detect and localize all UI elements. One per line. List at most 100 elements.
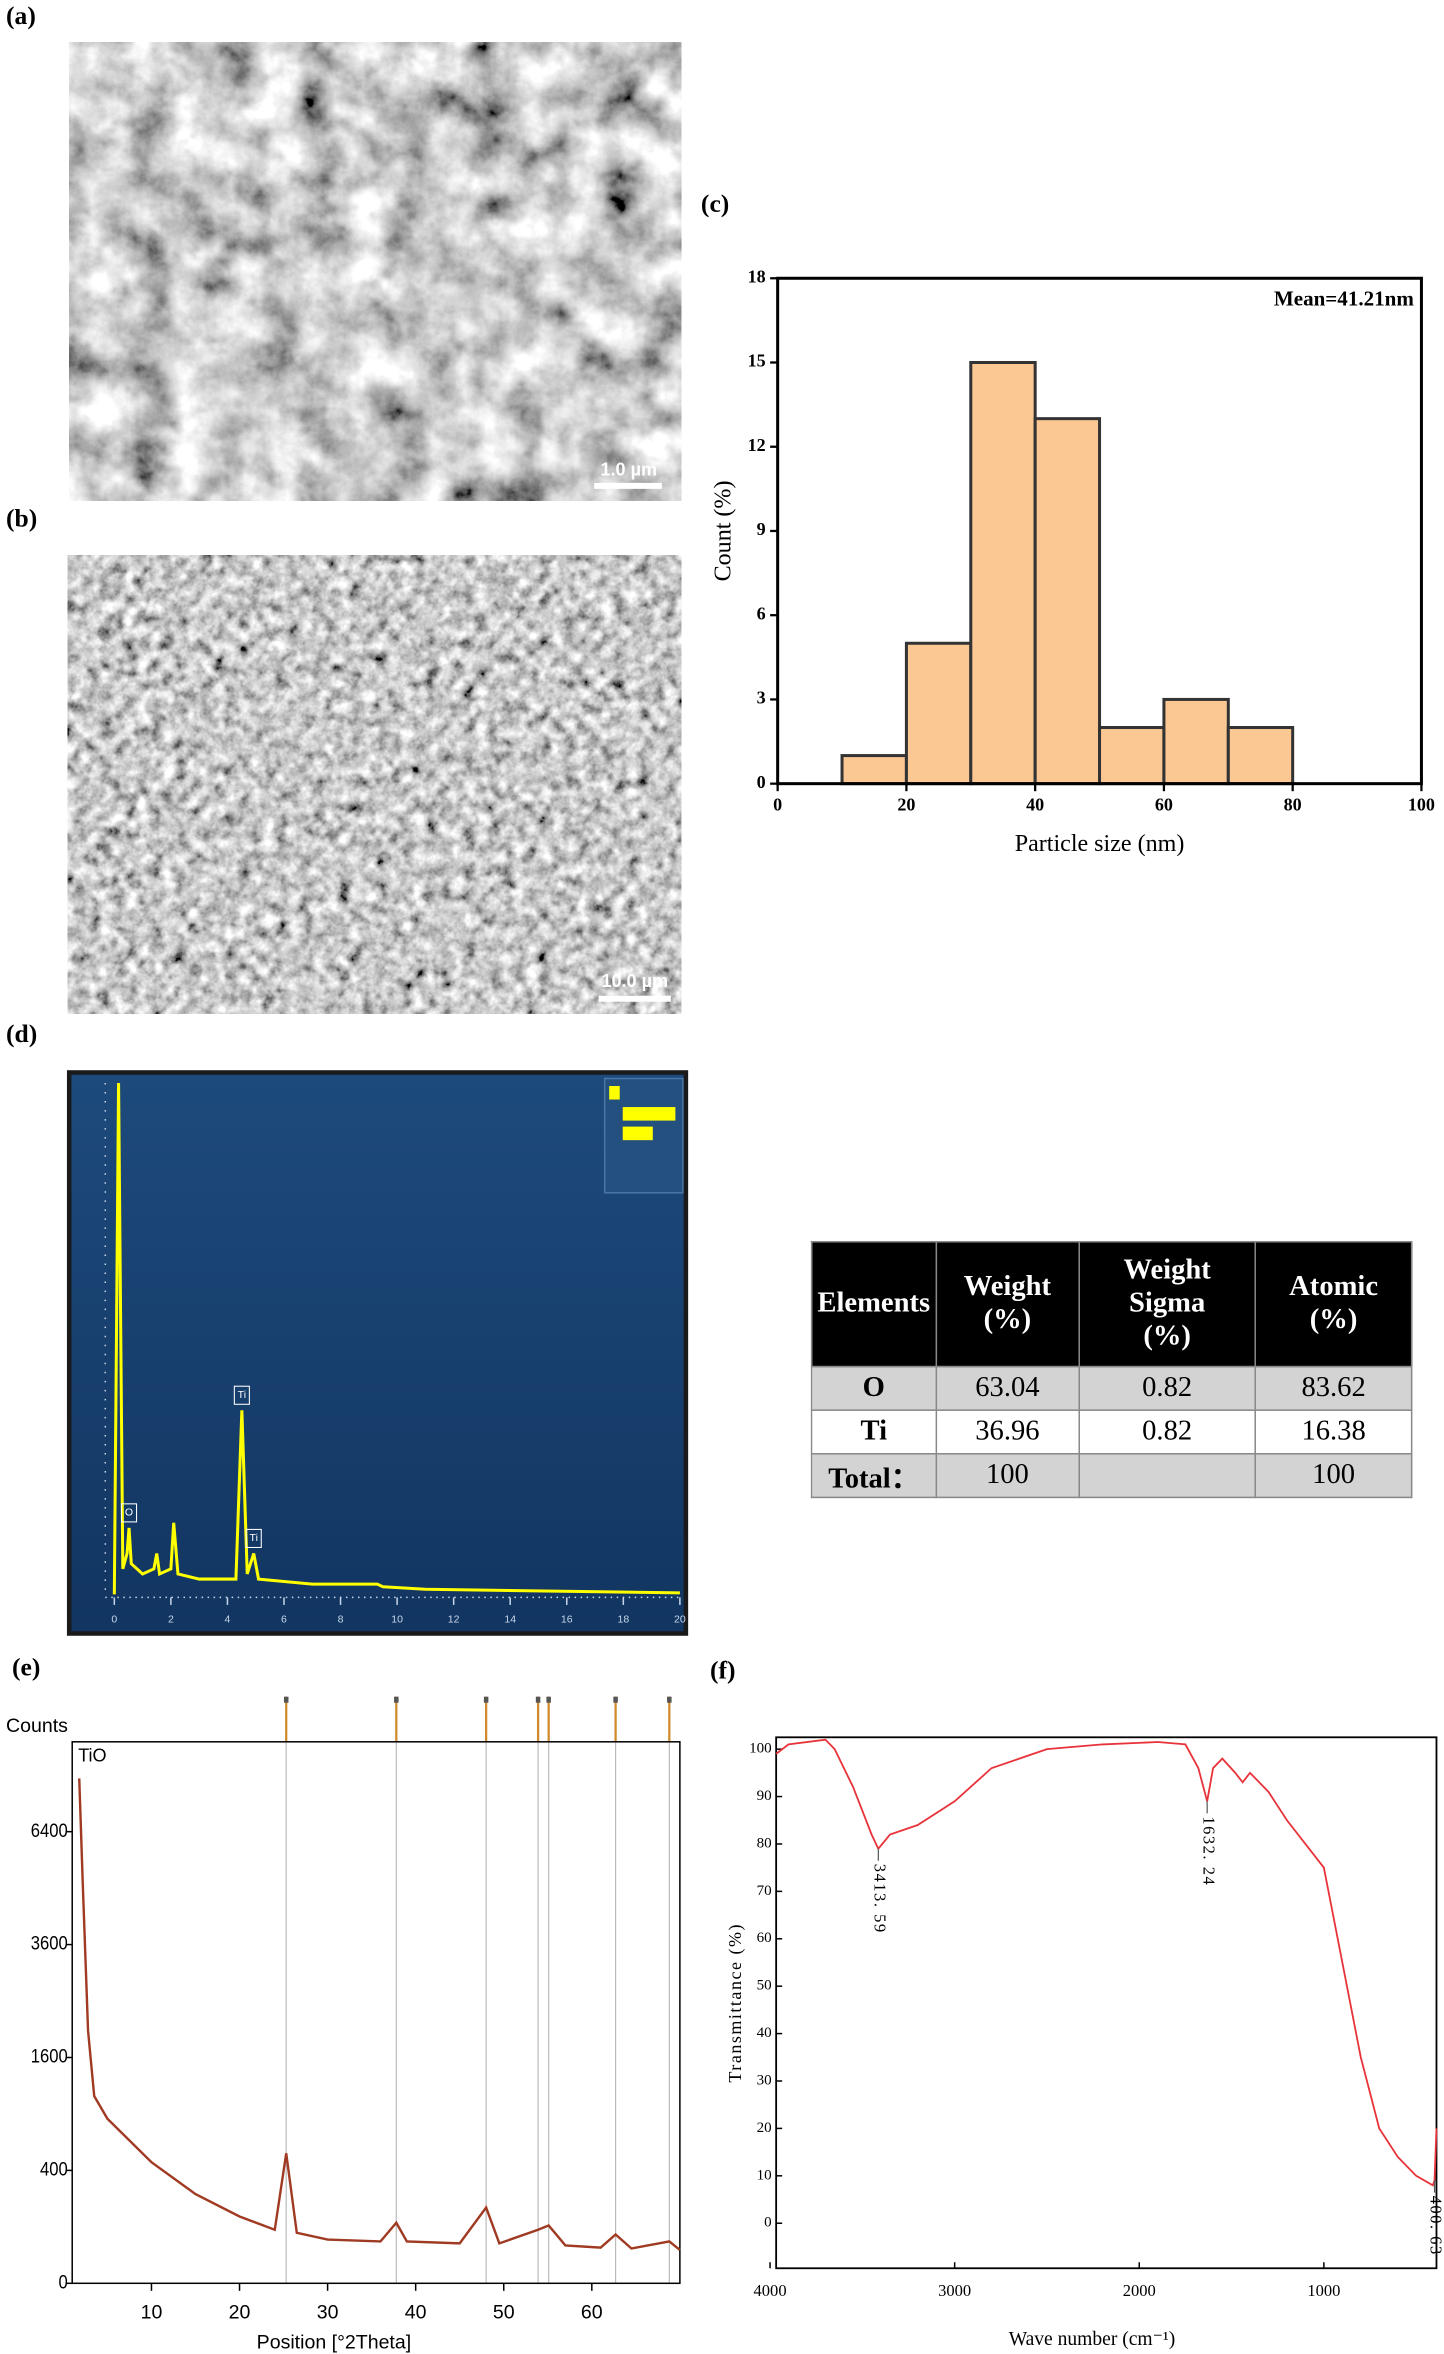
reference-marker [613,1696,618,1703]
cell: 100 [935,1453,1080,1499]
y-tick-label: 1600 [31,2045,68,2067]
bar [1033,417,1102,786]
x-tick-label: 30 [317,2302,339,2324]
reference-marker [546,1696,551,1703]
plot-frame [775,1736,1438,2270]
panel-label: (d) [6,1019,37,1048]
reference-marker [667,1696,672,1703]
peak-label: 1632. 24 [1199,1816,1218,1886]
x-tick-label: 20 [897,794,915,814]
x-tick-label: 12 [448,1614,460,1626]
element-table: Elements Weight (%) Weight Sigma (%) Ato… [810,1240,1413,1499]
cell: 63.04 [935,1365,1080,1411]
panel-label: (e) [12,1652,40,1681]
scale-bar-label: 10.0 µm [601,971,668,991]
spectrum-line [775,1738,1438,2187]
y-tick-label: 400 [40,2158,68,2180]
bar [1162,697,1230,786]
y-tick-label: 20 [757,2120,772,2136]
y-axis-label: Transmittance (%) [725,1923,746,2083]
y-tick-label: 0 [764,2215,772,2231]
y-tick-label: 90 [757,1788,772,1804]
x-tick-label: 2000 [1123,2281,1156,2300]
peak-label-box [120,1503,138,1523]
header-cell: Weight Sigma (%) [1077,1240,1257,1368]
x-tick-label: 10 [141,2302,163,2324]
legend-label: TiO [78,1746,106,1766]
y-tick-label: 6400 [31,1820,68,1842]
x-tick-label: 0 [773,794,782,814]
y-tick-label: 80 [757,1835,772,1851]
peak-label: 3413. 59 [871,1864,890,1934]
x-axis-label: Wave number (cm⁻¹) [1009,2329,1176,2350]
x-tick-label: 16 [561,1614,573,1626]
peak-label: Ti [250,1532,258,1544]
y-tick-label: 40 [757,2025,772,2041]
table-row: Ti 36.96 0.82 16.38 [810,1409,1413,1455]
cell: 16.38 [1254,1409,1413,1455]
cell: O [810,1365,937,1411]
table-holder: Elements Weight (%) Weight Sigma (%) Ato… [810,1240,1413,1499]
peak-label: O [125,1507,133,1519]
x-tick-label: 3000 [938,2281,971,2300]
x-tick-label: 1000 [1307,2281,1340,2300]
cell: 36.96 [935,1409,1080,1455]
header-cell: Atomic (%) [1254,1240,1413,1368]
y-tick-label: 100 [749,1741,772,1757]
peak-label-box [233,1385,250,1405]
bar [969,360,1037,786]
x-tick-label: 80 [1284,794,1302,814]
eds-legend-swatch [609,1085,620,1100]
reference-marker [283,1696,289,1703]
x-tick-label: 4000 [754,2281,787,2300]
peak-label: Ti [238,1389,246,1401]
panel-label: (b) [6,503,37,532]
x-tick-label: 2 [168,1614,174,1626]
bar [904,641,973,786]
x-tick-label: 6 [281,1614,287,1626]
cell: Total： [810,1453,937,1499]
annotation: Mean=41.21nm [1274,287,1414,311]
peak-label: 400. 63 [1427,2196,1444,2256]
x-tick-label: 4 [225,1614,231,1626]
eds-legend-bar [622,1107,676,1121]
reference-marker [535,1696,541,1703]
x-tick-label: 20 [229,2302,251,2324]
x-tick-label: 10 [391,1614,403,1626]
table-row: Total： 100 100 [810,1453,1413,1499]
sem-image-b [66,554,683,1015]
cell: 83.62 [1254,1365,1413,1411]
spectrum-line [112,1082,680,1595]
y-tick-label: 30 [757,2072,772,2088]
y-tick-label: 6 [757,603,766,623]
bar [1098,726,1166,786]
y-tick-label: 70 [757,1883,772,1899]
x-tick-label: 20 [674,1614,686,1626]
bar [840,754,908,786]
reference-marker [394,1696,399,1703]
y-tick-label: 10 [757,2167,772,2183]
y-tick-label: 50 [757,1978,772,1994]
y-axis-label: Count (%) [711,481,737,582]
x-tick-label: 60 [581,2302,603,2324]
panel-label: (c) [701,189,729,218]
cell: 100 [1254,1453,1413,1499]
eds-panel [66,1070,689,1636]
table-header: Elements Weight (%) Weight Sigma (%) Ato… [810,1240,1413,1368]
y-tick-label: 3 [757,688,766,708]
bar [1226,726,1295,786]
y-tick-label: 60 [757,1930,772,1946]
x-tick-label: 18 [617,1614,629,1626]
table-row: O 63.04 0.82 83.62 [810,1365,1413,1411]
cell: 0.82 [1077,1409,1257,1455]
y-tick-label: 0 [757,772,766,792]
peak-label-box [245,1528,262,1548]
x-axis-label: Position [°2Theta] [257,2332,412,2354]
sem-image-a [68,41,683,502]
x-tick-label: 50 [493,2302,515,2324]
x-tick-label: 14 [504,1614,516,1626]
plot-frame [71,1741,681,2285]
